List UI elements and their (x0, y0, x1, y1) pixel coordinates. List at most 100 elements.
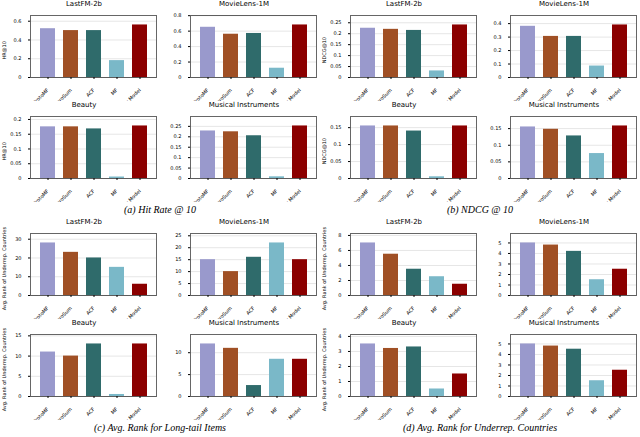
svg-text:0.05: 0.05 (170, 165, 181, 171)
svg-text:5: 5 (178, 371, 181, 377)
svg-text:3: 3 (498, 362, 501, 368)
svg-text:0: 0 (18, 74, 21, 80)
svg-text:0.25: 0.25 (330, 19, 341, 25)
svg-text:MF: MF (590, 188, 599, 197)
svg-text:ACF: ACF (85, 188, 96, 199)
svg-text:0: 0 (18, 292, 21, 298)
svg-text:ZeroSum: ZeroSum (53, 188, 73, 202)
svg-text:2: 2 (498, 372, 501, 378)
svg-text:0.4: 0.4 (14, 37, 22, 43)
svg-text:ACF: ACF (565, 87, 576, 98)
svg-text:0: 0 (178, 292, 181, 298)
svg-text:10: 10 (175, 268, 181, 274)
svg-text:2: 2 (338, 363, 341, 369)
svg-text:Our Model: Our Model (599, 87, 621, 101)
svg-text:10: 10 (15, 273, 21, 279)
svg-text:8: 8 (338, 232, 341, 238)
svg-text:0.6: 0.6 (14, 18, 22, 24)
svg-text:5: 5 (18, 373, 21, 379)
svg-text:3: 3 (498, 261, 501, 267)
svg-text:0: 0 (338, 292, 341, 298)
svg-text:ZeroSum: ZeroSum (213, 87, 233, 101)
svg-text:ZeroSum: ZeroSum (53, 305, 73, 319)
svg-text:MF: MF (430, 87, 439, 96)
svg-text:15: 15 (15, 332, 21, 338)
svg-text:Our Model: Our Model (599, 188, 621, 202)
svg-text:ACF: ACF (245, 406, 256, 417)
svg-text:20: 20 (15, 255, 21, 261)
svg-text:0.15: 0.15 (170, 144, 181, 150)
svg-text:ZeroSum: ZeroSum (213, 188, 233, 202)
svg-text:0.05: 0.05 (490, 158, 501, 164)
svg-text:ACF: ACF (405, 188, 416, 199)
svg-text:0: 0 (498, 393, 501, 399)
svg-text:0: 0 (498, 74, 501, 80)
svg-text:4: 4 (498, 250, 501, 256)
svg-text:ZeroSum: ZeroSum (533, 188, 553, 202)
svg-text:MF: MF (430, 305, 439, 314)
svg-text:ZeroSum: ZeroSum (373, 406, 393, 420)
svg-text:Our Model: Our Model (279, 305, 301, 319)
svg-text:Our Model: Our Model (439, 87, 461, 101)
svg-text:0.1: 0.1 (334, 141, 342, 147)
svg-text:0.2: 0.2 (14, 55, 22, 61)
svg-text:Our Model: Our Model (279, 406, 301, 420)
svg-text:0.1: 0.1 (14, 146, 22, 152)
svg-text:2: 2 (338, 277, 341, 283)
svg-text:ProtoMF: ProtoMF (31, 87, 50, 101)
svg-text:0: 0 (498, 175, 501, 181)
svg-text:ACF: ACF (85, 87, 96, 98)
svg-text:MF: MF (110, 188, 119, 197)
svg-text:Our Model: Our Model (119, 188, 141, 202)
svg-text:Our Model: Our Model (439, 188, 461, 202)
svg-text:0.2: 0.2 (334, 30, 342, 36)
svg-text:ProtoMF: ProtoMF (511, 406, 530, 420)
svg-text:ACF: ACF (85, 406, 96, 417)
svg-text:0.05: 0.05 (330, 63, 341, 69)
svg-text:0.8: 0.8 (174, 12, 182, 18)
svg-text:ZeroSum: ZeroSum (533, 406, 553, 420)
svg-text:MF: MF (430, 188, 439, 197)
svg-text:ProtoMF: ProtoMF (191, 87, 210, 101)
svg-text:10: 10 (175, 349, 181, 355)
svg-text:MF: MF (110, 406, 119, 415)
svg-text:ACF: ACF (245, 188, 256, 199)
svg-text:MF: MF (590, 87, 599, 96)
svg-text:ACF: ACF (405, 305, 416, 316)
svg-text:4: 4 (338, 333, 341, 339)
svg-text:ZeroSum: ZeroSum (53, 406, 73, 420)
svg-text:0: 0 (178, 74, 181, 80)
svg-text:0.2: 0.2 (494, 47, 502, 53)
svg-text:2: 2 (498, 271, 501, 277)
svg-text:ProtoMF: ProtoMF (351, 188, 370, 202)
svg-text:0.2: 0.2 (174, 133, 182, 139)
svg-text:MF: MF (270, 305, 279, 314)
svg-text:ProtoMF: ProtoMF (351, 87, 370, 101)
svg-text:MF: MF (590, 406, 599, 415)
svg-text:ProtoMF: ProtoMF (31, 406, 50, 420)
svg-text:Our Model: Our Model (119, 305, 141, 319)
svg-text:ProtoMF: ProtoMF (511, 305, 530, 319)
svg-text:0.15: 0.15 (330, 124, 341, 130)
svg-text:ACF: ACF (405, 87, 416, 98)
svg-text:0.6: 0.6 (174, 28, 182, 34)
svg-text:Our Model: Our Model (439, 406, 461, 420)
svg-text:Our Model: Our Model (279, 188, 301, 202)
svg-text:MF: MF (270, 406, 279, 415)
svg-text:ProtoMF: ProtoMF (31, 305, 50, 319)
svg-text:25: 25 (175, 232, 181, 238)
svg-text:ZeroSum: ZeroSum (213, 305, 233, 319)
svg-text:ZeroSum: ZeroSum (213, 406, 233, 420)
svg-text:0: 0 (498, 292, 501, 298)
svg-text:0: 0 (18, 393, 21, 399)
svg-text:0: 0 (338, 175, 341, 181)
svg-text:0: 0 (338, 393, 341, 399)
svg-text:0.4: 0.4 (494, 20, 502, 26)
svg-text:MF: MF (270, 87, 279, 96)
svg-text:Our Model: Our Model (599, 406, 621, 420)
svg-text:0: 0 (18, 175, 21, 181)
svg-text:1: 1 (498, 383, 501, 389)
svg-text:20: 20 (175, 244, 181, 250)
svg-text:6: 6 (338, 247, 341, 253)
svg-text:Our Model: Our Model (119, 87, 141, 101)
